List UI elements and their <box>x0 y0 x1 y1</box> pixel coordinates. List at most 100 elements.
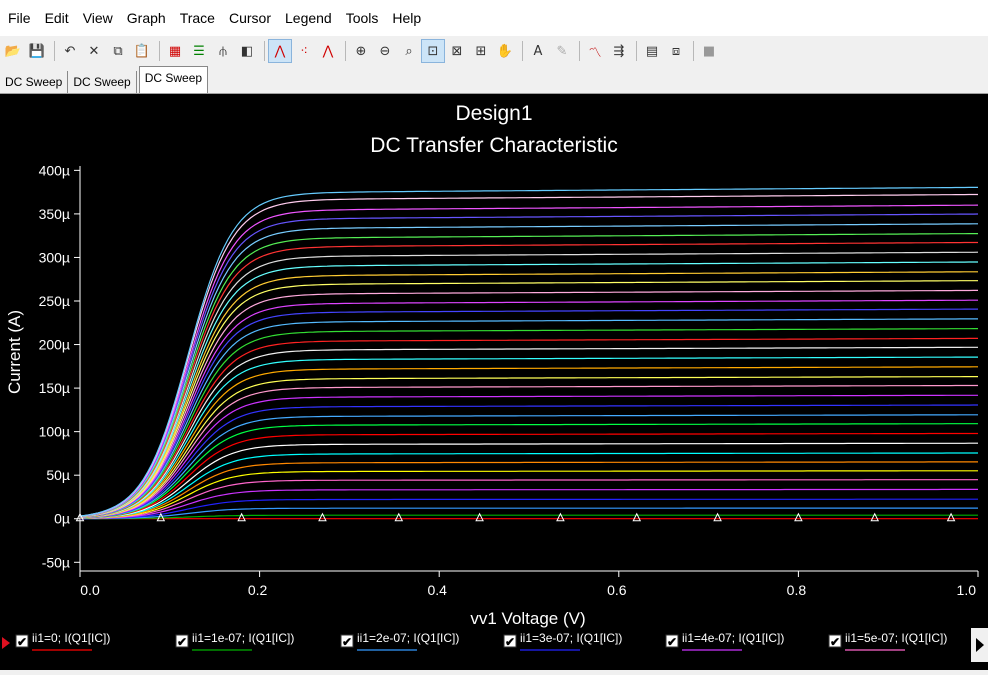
x-tick-label: 0.6 <box>607 582 627 598</box>
y-tick-label: 250µ <box>39 293 70 309</box>
x-tick-label: 0.8 <box>787 582 807 598</box>
data-export-icon[interactable]: ⧈ <box>671 43 681 59</box>
menu-legend[interactable]: Legend <box>285 10 332 26</box>
x-tick-label: 1.0 <box>957 582 977 598</box>
series-line-19 <box>79 346 978 518</box>
series-line-10 <box>79 432 978 519</box>
cursor-icon[interactable]: ⫛ <box>219 43 227 59</box>
series-line-21 <box>79 328 978 518</box>
menu-edit[interactable]: Edit <box>44 10 69 26</box>
check-icon: ✔ <box>830 635 840 649</box>
legend-checkbox[interactable] <box>175 634 189 648</box>
trace-points-icon[interactable]: ⁖ <box>300 43 308 59</box>
legend-checkbox[interactable] <box>665 634 679 648</box>
legend-left-arrow-icon[interactable] <box>2 637 10 649</box>
overlay-icon[interactable]: ◧ <box>240 43 254 59</box>
series-line-32 <box>79 223 978 517</box>
sweep-marker <box>237 512 246 522</box>
toolbar-separator <box>693 41 694 61</box>
legend-icon[interactable]: ☰ <box>193 43 205 59</box>
zoom-in-icon[interactable]: ⊕ <box>355 43 367 59</box>
sweep-marker <box>632 512 642 522</box>
series-line-27 <box>79 271 978 518</box>
series-line-34 <box>79 204 979 517</box>
export-icon[interactable]: ⇶ <box>613 43 625 59</box>
plot-area[interactable]: Design1 DC Transfer Characteristic vv1 V… <box>0 94 988 670</box>
legend-checkbox[interactable] <box>503 634 517 648</box>
legend-entry[interactable]: ✔ ii1=1e-07; I(Q1[IC]) <box>175 631 294 651</box>
legend-entry[interactable]: ✔ ii1=5e-07; I(Q1[IC]) <box>828 631 947 651</box>
series-line-5 <box>80 479 978 519</box>
legend-checkbox[interactable] <box>340 634 354 648</box>
x-tick-label: 0.0 <box>80 582 100 598</box>
legend-entry[interactable]: ✔ ii1=4e-07; I(Q1[IC]) <box>665 631 784 651</box>
menu-tools[interactable]: Tools <box>345 10 379 26</box>
series-line-18 <box>79 356 978 518</box>
series-line-15 <box>79 384 978 519</box>
zoom-out-icon[interactable]: ⊖ <box>379 43 391 59</box>
sweep-marker <box>946 512 956 522</box>
x-axis-label: vv1 Voltage (V) <box>470 609 585 628</box>
y-tick-label: -50µ <box>42 554 70 570</box>
grid-icon[interactable]: ▦ <box>168 43 182 59</box>
table-icon[interactable]: ▤ <box>645 43 659 59</box>
legend-label: ii1=3e-07; I(Q1[IC]) <box>520 631 622 645</box>
trace-line-icon[interactable]: ⋀ <box>268 39 292 63</box>
x-tick-label: 0.2 <box>248 582 268 598</box>
trace-measure-icon[interactable]: 〽 <box>588 45 602 61</box>
legend-label: ii1=5e-07; I(Q1[IC]) <box>845 631 947 645</box>
sweep-marker <box>713 512 722 522</box>
zoom-x-icon[interactable]: ⊠ <box>451 43 463 59</box>
tab-dc-sweep-1[interactable]: DC Sweep <box>0 71 69 93</box>
tab-strip: DC Sweep DC Sweep DC Sweep <box>0 66 988 94</box>
menu-graph[interactable]: Graph <box>126 10 166 26</box>
chart-title: Design1 <box>455 102 532 125</box>
check-icon: ✔ <box>17 635 27 649</box>
menu-cursor[interactable]: Cursor <box>228 10 271 26</box>
legend-entry[interactable]: ✔ ii1=2e-07; I(Q1[IC]) <box>340 631 459 651</box>
menu-file[interactable]: File <box>8 10 31 26</box>
label-icon[interactable]: ✎ <box>556 43 568 59</box>
legend-checkbox[interactable] <box>15 634 29 648</box>
legend-label: ii1=0; I(Q1[IC]) <box>32 631 110 645</box>
menu-trace[interactable]: Trace <box>179 10 215 26</box>
series-line-17 <box>79 366 978 519</box>
zoom-fit-icon[interactable]: ⊡ <box>421 39 445 63</box>
zoom-area-icon[interactable]: ⌕ <box>405 43 413 59</box>
stop-icon[interactable]: ■ <box>702 43 716 59</box>
zoom-y-icon[interactable]: ⊞ <box>475 43 487 59</box>
y-tick-label: 350µ <box>39 206 70 222</box>
tab-dc-sweep-2[interactable]: DC Sweep <box>68 71 137 93</box>
copy-icon[interactable]: ⧉ <box>113 43 123 59</box>
dc-sweep-chart[interactable]: Design1 DC Transfer Characteristic vv1 V… <box>0 94 988 670</box>
legend-entry[interactable]: ✔ ii1=3e-07; I(Q1[IC]) <box>503 631 622 651</box>
series-line-16 <box>79 376 978 519</box>
x-tick-label: 0.4 <box>427 582 447 598</box>
menu-view[interactable]: View <box>82 10 113 26</box>
legend-label: ii1=1e-07; I(Q1[IC]) <box>192 631 294 645</box>
series-line-14 <box>79 394 978 519</box>
legend-entry[interactable]: ✔ ii1=0; I(Q1[IC]) <box>15 631 110 651</box>
series-line-11 <box>79 423 978 519</box>
toolbar-separator <box>345 41 346 61</box>
toolbar-separator <box>264 41 265 61</box>
axes: 400µ 350µ 300µ 250µ 200µ 150µ 100µ 50µ 0µ -50µ 0.0… <box>39 162 979 598</box>
undo-icon[interactable]: ↶ <box>64 43 76 59</box>
toolbar-separator <box>636 41 637 61</box>
paste-icon[interactable]: 📋 <box>133 43 151 59</box>
pan-icon[interactable]: ✋ <box>496 43 514 59</box>
save-icon[interactable]: 💾 <box>28 43 46 59</box>
series-line-13 <box>79 404 978 519</box>
trace-line-points-icon[interactable]: ⋀ <box>322 43 334 59</box>
toolbar-separator <box>159 41 160 61</box>
series-line-28 <box>79 261 978 518</box>
y-tick-label: 150µ <box>39 380 70 396</box>
open-icon[interactable]: 📂 <box>4 43 22 59</box>
tab-dc-sweep-3[interactable]: DC Sweep <box>138 66 209 93</box>
sweep-marker <box>475 512 484 522</box>
sweep-marker <box>318 512 327 522</box>
menu-help[interactable]: Help <box>392 10 422 26</box>
cut-icon[interactable]: ✕ <box>88 43 100 59</box>
text-icon[interactable]: A <box>533 43 543 59</box>
legend-checkbox[interactable] <box>828 634 842 648</box>
